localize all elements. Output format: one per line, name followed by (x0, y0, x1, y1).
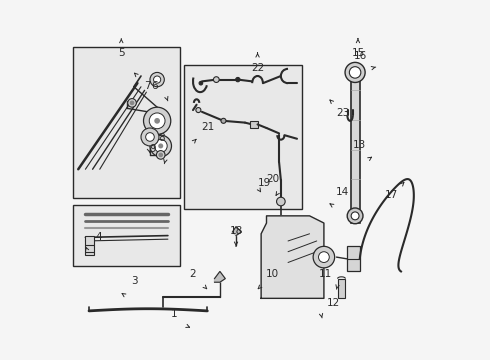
Circle shape (153, 76, 161, 83)
Bar (350, 74, 361, 77)
Circle shape (347, 208, 363, 224)
Bar (351, 76, 360, 223)
Text: 16: 16 (354, 50, 368, 60)
Text: 22: 22 (251, 63, 264, 73)
Polygon shape (215, 271, 225, 282)
Circle shape (130, 101, 134, 105)
Circle shape (276, 197, 285, 206)
Circle shape (150, 72, 164, 87)
Text: 19: 19 (257, 178, 270, 188)
Text: 8: 8 (158, 133, 165, 143)
Bar (338, 279, 345, 298)
Circle shape (141, 128, 159, 146)
Circle shape (349, 67, 361, 78)
Text: 18: 18 (229, 226, 243, 236)
Circle shape (154, 118, 160, 124)
Polygon shape (232, 226, 242, 235)
Circle shape (144, 107, 171, 134)
Circle shape (146, 133, 154, 141)
Circle shape (313, 246, 335, 268)
Text: 11: 11 (318, 269, 332, 279)
Text: 12: 12 (327, 298, 340, 308)
Bar (85, 235, 95, 255)
Circle shape (318, 252, 329, 262)
Text: 21: 21 (201, 122, 215, 132)
Text: 3: 3 (131, 276, 138, 287)
Circle shape (236, 77, 240, 82)
Text: 7: 7 (144, 81, 150, 91)
Text: 6: 6 (151, 81, 158, 91)
Bar (250, 121, 258, 128)
Text: 15: 15 (351, 48, 365, 58)
Text: 5: 5 (118, 48, 124, 58)
Circle shape (150, 135, 172, 157)
Circle shape (128, 99, 136, 107)
Circle shape (221, 118, 226, 123)
Text: 10: 10 (266, 269, 279, 279)
Circle shape (156, 150, 165, 159)
Text: 9: 9 (149, 144, 156, 154)
Polygon shape (261, 216, 324, 298)
Bar (73, 47, 180, 198)
Text: 17: 17 (385, 190, 398, 200)
Text: 20: 20 (266, 174, 279, 184)
Text: 1: 1 (171, 309, 178, 319)
Circle shape (351, 212, 359, 220)
Text: 13: 13 (352, 140, 366, 150)
Text: 14: 14 (336, 187, 349, 197)
Circle shape (345, 62, 365, 82)
Circle shape (199, 81, 203, 85)
Circle shape (149, 113, 165, 129)
Text: 23: 23 (336, 108, 349, 118)
Bar (73, 205, 180, 266)
Circle shape (158, 143, 163, 148)
Text: 4: 4 (96, 232, 102, 242)
Bar (347, 246, 360, 271)
Circle shape (214, 77, 219, 82)
Circle shape (196, 108, 201, 113)
Bar (184, 65, 302, 209)
Circle shape (159, 153, 163, 157)
Circle shape (154, 139, 167, 152)
Text: 2: 2 (189, 269, 196, 279)
